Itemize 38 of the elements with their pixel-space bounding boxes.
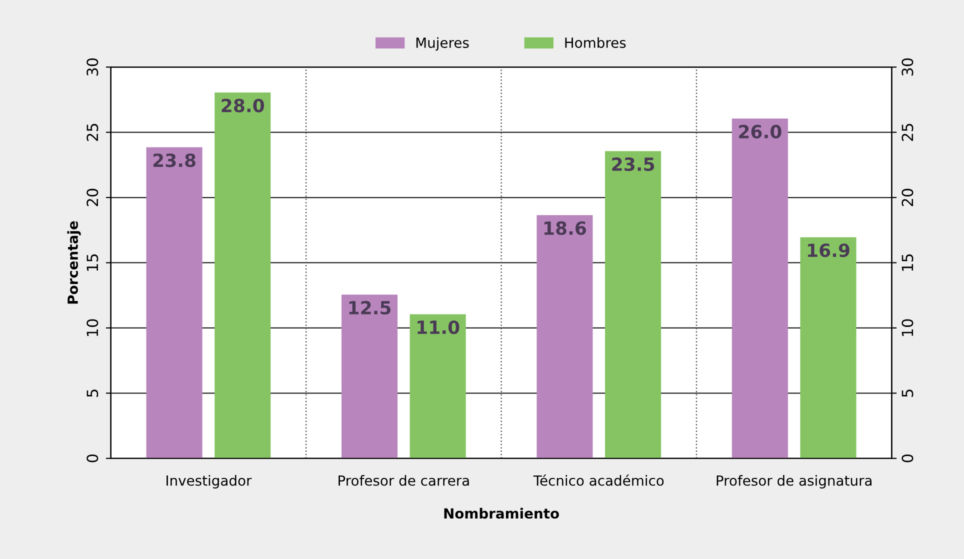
bar xyxy=(605,151,662,458)
y2-tick-label: 30 xyxy=(902,58,914,76)
x-tick-label: Profesor de carrera xyxy=(338,475,469,486)
y2-tick-label: 15 xyxy=(902,254,914,271)
bar xyxy=(800,237,856,458)
legend-label: Hombres xyxy=(565,37,626,48)
legend-label: Mujeres xyxy=(416,37,469,51)
y2-tick-label: 20 xyxy=(902,188,914,206)
y-tick-label: 25 xyxy=(86,124,98,141)
bar xyxy=(214,92,271,458)
y-axis-title: Porcentaje xyxy=(67,221,81,304)
x-axis-title: Nombramiento xyxy=(444,508,559,519)
x-tick-label: Técnico académico xyxy=(533,474,664,486)
data-label: 11.0 xyxy=(418,320,460,334)
data-label: 26.0 xyxy=(739,124,782,138)
data-label: 28.0 xyxy=(222,98,264,112)
y-tick-label: 15 xyxy=(86,254,98,271)
y-tick-label: 20 xyxy=(86,188,98,206)
y-tick-label: 10 xyxy=(86,319,98,336)
data-label: 23.8 xyxy=(153,153,196,168)
x-tick-label: Investigador xyxy=(166,475,252,488)
bar xyxy=(341,294,398,458)
y2-tick-label: 10 xyxy=(902,319,914,336)
y-tick-label: 5 xyxy=(86,390,98,397)
bar xyxy=(732,118,788,458)
data-label: 16.9 xyxy=(808,244,850,258)
bar xyxy=(146,147,202,458)
y2-tick-label: 0 xyxy=(902,454,914,462)
data-label: 18.6 xyxy=(544,221,586,235)
bar xyxy=(536,215,593,458)
y-tick-label: 30 xyxy=(86,58,98,76)
y2-tick-label: 5 xyxy=(902,390,914,397)
data-label: 12.5 xyxy=(349,300,391,315)
x-tick-label: Profesor de asignatura xyxy=(716,475,872,488)
y-tick-label: 0 xyxy=(86,454,98,462)
bar xyxy=(410,314,466,458)
data-label: 23.5 xyxy=(612,157,654,172)
y2-tick-label: 25 xyxy=(902,124,914,141)
